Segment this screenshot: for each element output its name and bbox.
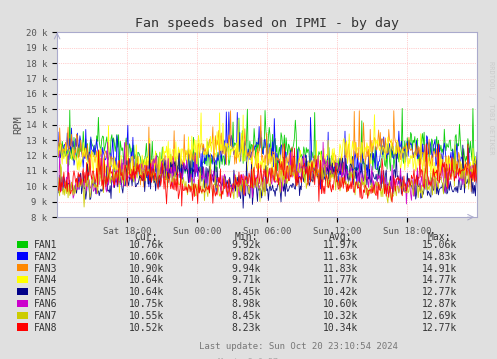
Text: 10.90k: 10.90k <box>129 264 164 274</box>
Text: FAN1: FAN1 <box>34 240 57 250</box>
Text: RRDTOOL / TOBI OETIKER: RRDTOOL / TOBI OETIKER <box>488 61 494 154</box>
Text: Max:: Max: <box>428 232 452 242</box>
Text: 14.91k: 14.91k <box>422 264 457 274</box>
Text: 8.98k: 8.98k <box>231 299 261 309</box>
Text: FAN7: FAN7 <box>34 311 57 321</box>
Text: 8.45k: 8.45k <box>231 287 261 297</box>
Title: Fan speeds based on IPMI - by day: Fan speeds based on IPMI - by day <box>135 17 399 30</box>
Text: 12.77k: 12.77k <box>422 287 457 297</box>
Text: Last update: Sun Oct 20 23:10:54 2024: Last update: Sun Oct 20 23:10:54 2024 <box>199 342 398 351</box>
Text: 10.75k: 10.75k <box>129 299 164 309</box>
Text: FAN5: FAN5 <box>34 287 57 297</box>
Text: Avg:: Avg: <box>329 232 352 242</box>
Text: FAN4: FAN4 <box>34 275 57 285</box>
Text: 10.64k: 10.64k <box>129 275 164 285</box>
Text: 10.55k: 10.55k <box>129 311 164 321</box>
Text: Cur:: Cur: <box>135 232 159 242</box>
Text: 10.32k: 10.32k <box>323 311 358 321</box>
Text: Munin 2.0.57: Munin 2.0.57 <box>219 358 278 359</box>
Text: 10.34k: 10.34k <box>323 323 358 333</box>
Text: 11.83k: 11.83k <box>323 264 358 274</box>
Text: 11.97k: 11.97k <box>323 240 358 250</box>
Text: FAN8: FAN8 <box>34 323 57 333</box>
Text: 11.77k: 11.77k <box>323 275 358 285</box>
Text: 10.60k: 10.60k <box>129 252 164 262</box>
Text: 9.82k: 9.82k <box>231 252 261 262</box>
Text: 14.77k: 14.77k <box>422 275 457 285</box>
Text: 12.77k: 12.77k <box>422 323 457 333</box>
Text: Min:: Min: <box>234 232 258 242</box>
Text: FAN6: FAN6 <box>34 299 57 309</box>
Text: 15.06k: 15.06k <box>422 240 457 250</box>
Text: 10.60k: 10.60k <box>323 299 358 309</box>
Text: 8.45k: 8.45k <box>231 311 261 321</box>
Text: 9.92k: 9.92k <box>231 240 261 250</box>
Text: 10.52k: 10.52k <box>129 323 164 333</box>
Text: 11.63k: 11.63k <box>323 252 358 262</box>
Text: 9.71k: 9.71k <box>231 275 261 285</box>
Y-axis label: RPM: RPM <box>13 115 23 134</box>
Text: 10.64k: 10.64k <box>129 287 164 297</box>
Text: 12.87k: 12.87k <box>422 299 457 309</box>
Text: 14.83k: 14.83k <box>422 252 457 262</box>
Text: 8.23k: 8.23k <box>231 323 261 333</box>
Text: FAN2: FAN2 <box>34 252 57 262</box>
Text: 10.42k: 10.42k <box>323 287 358 297</box>
Text: FAN3: FAN3 <box>34 264 57 274</box>
Text: 12.69k: 12.69k <box>422 311 457 321</box>
Text: 9.94k: 9.94k <box>231 264 261 274</box>
Text: 10.76k: 10.76k <box>129 240 164 250</box>
